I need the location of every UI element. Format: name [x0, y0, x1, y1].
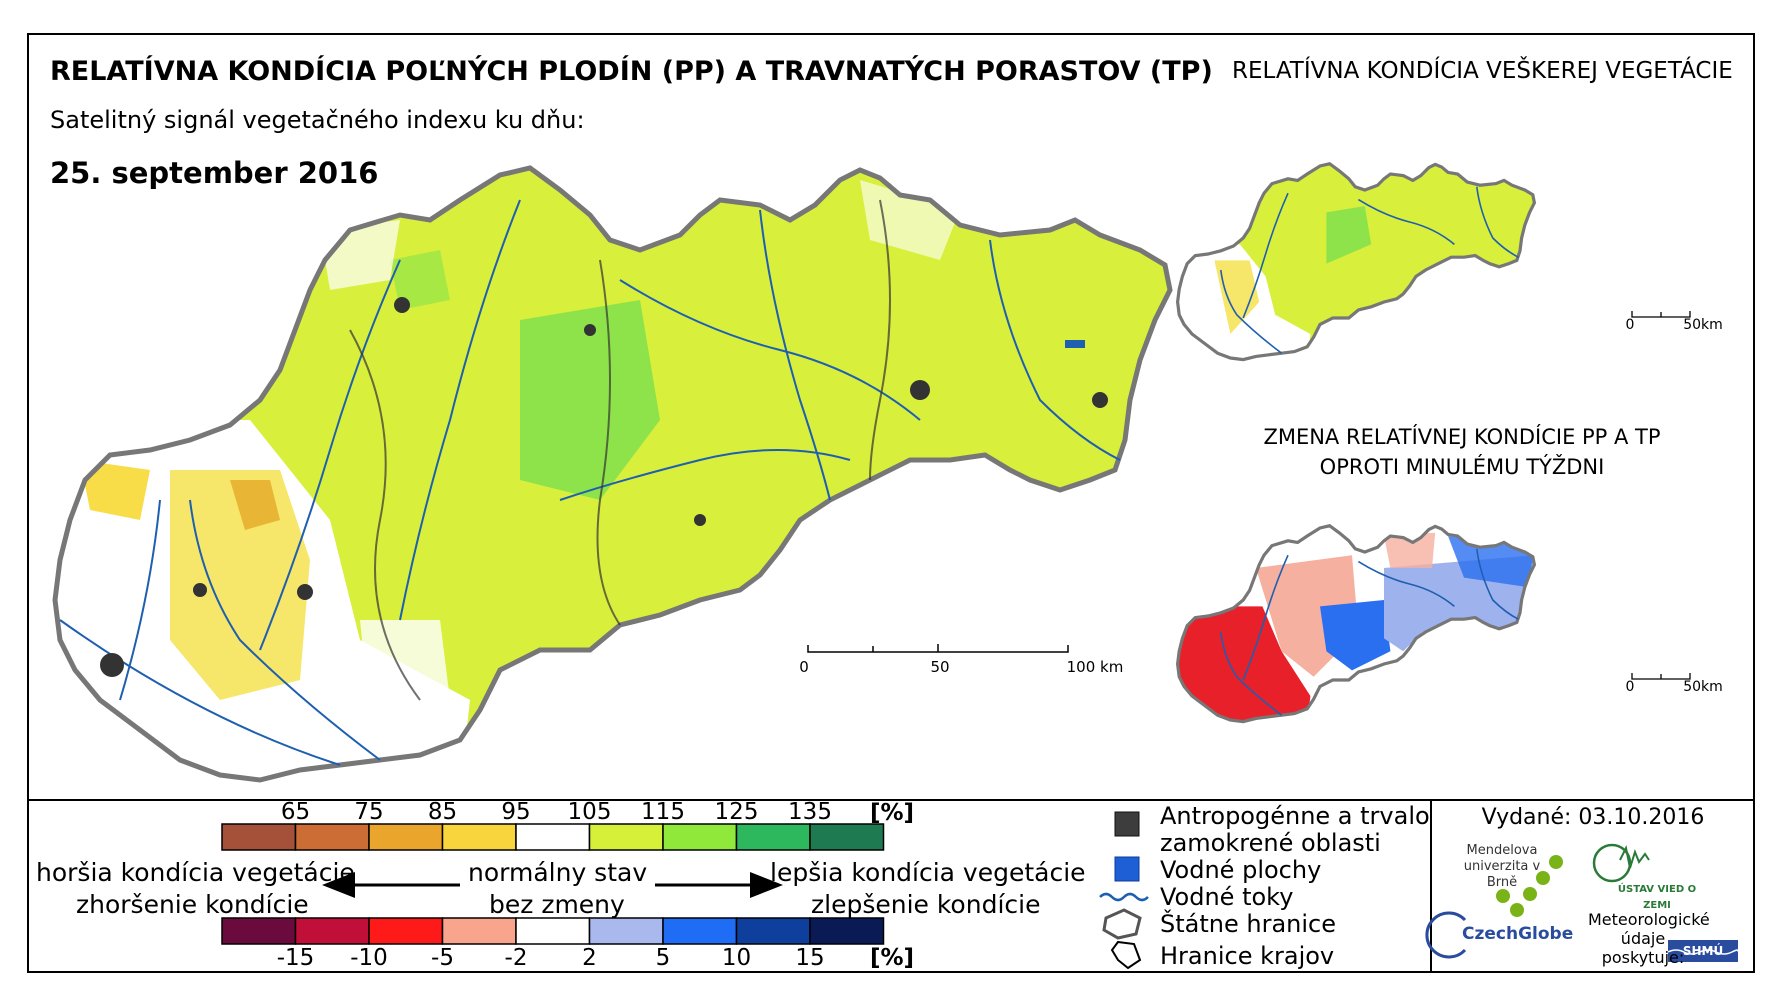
legend-water-bodies: Vodné plochy — [1160, 856, 1322, 884]
czechglobe-text: CzechGlobe — [1462, 924, 1574, 944]
inset-change-map — [1175, 524, 1537, 724]
uvz-text: ÚSTAV VIED O ZEMI — [1617, 884, 1697, 911]
condition-color-bar — [221, 823, 885, 851]
change-swatch — [735, 917, 811, 945]
state-border — [52, 165, 1173, 783]
state-border-symbol — [1102, 908, 1142, 940]
uvz-logo — [1592, 843, 1650, 883]
change-swatch — [221, 917, 297, 945]
condition-tick-label: 105 — [567, 799, 612, 825]
legend-divider — [27, 799, 1755, 801]
condition-tick-label: 85 — [427, 799, 458, 825]
change-swatch — [588, 917, 664, 945]
change-tick-label: -5 — [431, 945, 454, 971]
czechglobe-logo — [1425, 911, 1467, 959]
inset-change-scale-0: 0 — [1626, 679, 1635, 695]
condition-swatch — [294, 823, 370, 851]
main-map — [52, 165, 1173, 783]
map-title: RELATÍVNA KONDÍCIA POĽNÝCH PLODÍN (PP) A… — [50, 56, 1213, 87]
legend-regions: Hranice krajov — [1160, 942, 1335, 970]
change-swatch — [515, 917, 591, 945]
change-swatch — [809, 917, 885, 945]
condition-tick-label: 75 — [354, 799, 384, 825]
issued-date: Vydané: 03.10.2016 — [1481, 805, 1705, 830]
anthropogenic-areas — [100, 297, 1108, 677]
legend-anthropogenic-1: Antropogénne a trvalo — [1160, 802, 1430, 830]
shmu-logo — [1667, 940, 1740, 962]
scale-label-0: 0 — [799, 658, 809, 676]
inset-change-scale-bar — [1631, 673, 1691, 680]
condition-swatch — [809, 823, 885, 851]
mendel-text: Mendelova univerzita v Brně — [1463, 843, 1541, 890]
change-tick-label: -2 — [504, 945, 528, 971]
water-body — [1065, 340, 1085, 348]
improvement-label: zlepšenie kondície — [811, 890, 1041, 919]
change-unit: [%] — [870, 945, 915, 971]
condition-swatch — [368, 823, 444, 851]
footer-divider — [1430, 799, 1432, 973]
change-swatch — [294, 917, 370, 945]
condition-swatch — [588, 823, 664, 851]
inset-change-scale-50: 50km — [1683, 679, 1723, 695]
change-tick-label: 5 — [655, 945, 671, 971]
inset-change-title: ZMENA RELATÍVNEJ KONDÍCIE PP A TP OPROTI… — [1263, 425, 1661, 479]
condition-swatch — [515, 823, 591, 851]
condition-swatch — [441, 823, 517, 851]
map-subtitle: Satelitný signál vegetačného indexu ku d… — [50, 106, 585, 134]
change-tick-label: 10 — [721, 945, 752, 971]
map-date: 25. september 2016 — [50, 156, 379, 190]
arrow-left — [322, 872, 460, 898]
change-swatch — [662, 917, 738, 945]
change-color-bar — [221, 917, 885, 945]
inset-all-scale-0: 0 — [1626, 317, 1635, 333]
shmu-text: SHMÚ — [1682, 944, 1724, 958]
better-condition-label: lepšia kondícia vegetácie — [770, 858, 1086, 887]
condition-tick-label: 95 — [501, 799, 531, 825]
change-tick-label: 2 — [582, 945, 597, 971]
anthropogenic-symbol — [1114, 811, 1140, 837]
inset-all-title: RELATÍVNA KONDÍCIA VEŠKEREJ VEGETÁCIE — [1232, 58, 1733, 84]
region-borders — [349, 199, 891, 701]
inset-all-scale-bar — [1631, 311, 1691, 318]
water-bodies-symbol — [1114, 856, 1140, 882]
change-tick-label: -10 — [350, 945, 388, 971]
no-change-label: bez zmeny — [489, 890, 625, 919]
main-scale-bar — [807, 644, 1069, 653]
condition-swatch — [221, 823, 297, 851]
legend-rivers: Vodné toky — [1160, 883, 1294, 911]
scale-label-50: 50 — [930, 658, 949, 676]
normal-state-label: normálny stav — [468, 858, 648, 887]
condition-tick-label: 65 — [280, 799, 311, 825]
condition-tick-label: 125 — [714, 799, 759, 825]
mendel-logo — [1496, 855, 1563, 917]
change-tick-label: 15 — [795, 945, 825, 971]
change-tick-label: -15 — [276, 945, 315, 971]
region-border-symbol — [1110, 940, 1142, 970]
worse-condition-label: horšia kondícia vegetácie — [36, 858, 355, 887]
legend-state-border: Štátne hranice — [1160, 910, 1336, 938]
meteo-text: Meteorologické údaje poskytuje: — [1588, 910, 1710, 967]
inset-all-map — [1175, 162, 1537, 362]
rivers — [59, 199, 1121, 766]
rivers-symbol — [1099, 892, 1149, 902]
arrow-right — [655, 872, 783, 898]
condition-swatch — [735, 823, 811, 851]
inset-all-scale-50: 50km — [1683, 317, 1723, 333]
worsening-label: zhoršenie kondície — [76, 890, 309, 919]
condition-swatch — [662, 823, 738, 851]
scale-label-100: 100 km — [1067, 658, 1124, 676]
change-swatch — [368, 917, 444, 945]
condition-tick-label: 135 — [788, 799, 832, 825]
condition-tick-label: 115 — [641, 799, 685, 825]
legend-anthropogenic-2: zamokrené oblasti — [1160, 829, 1381, 857]
change-swatch — [441, 917, 517, 945]
condition-unit: [%] — [870, 800, 915, 826]
